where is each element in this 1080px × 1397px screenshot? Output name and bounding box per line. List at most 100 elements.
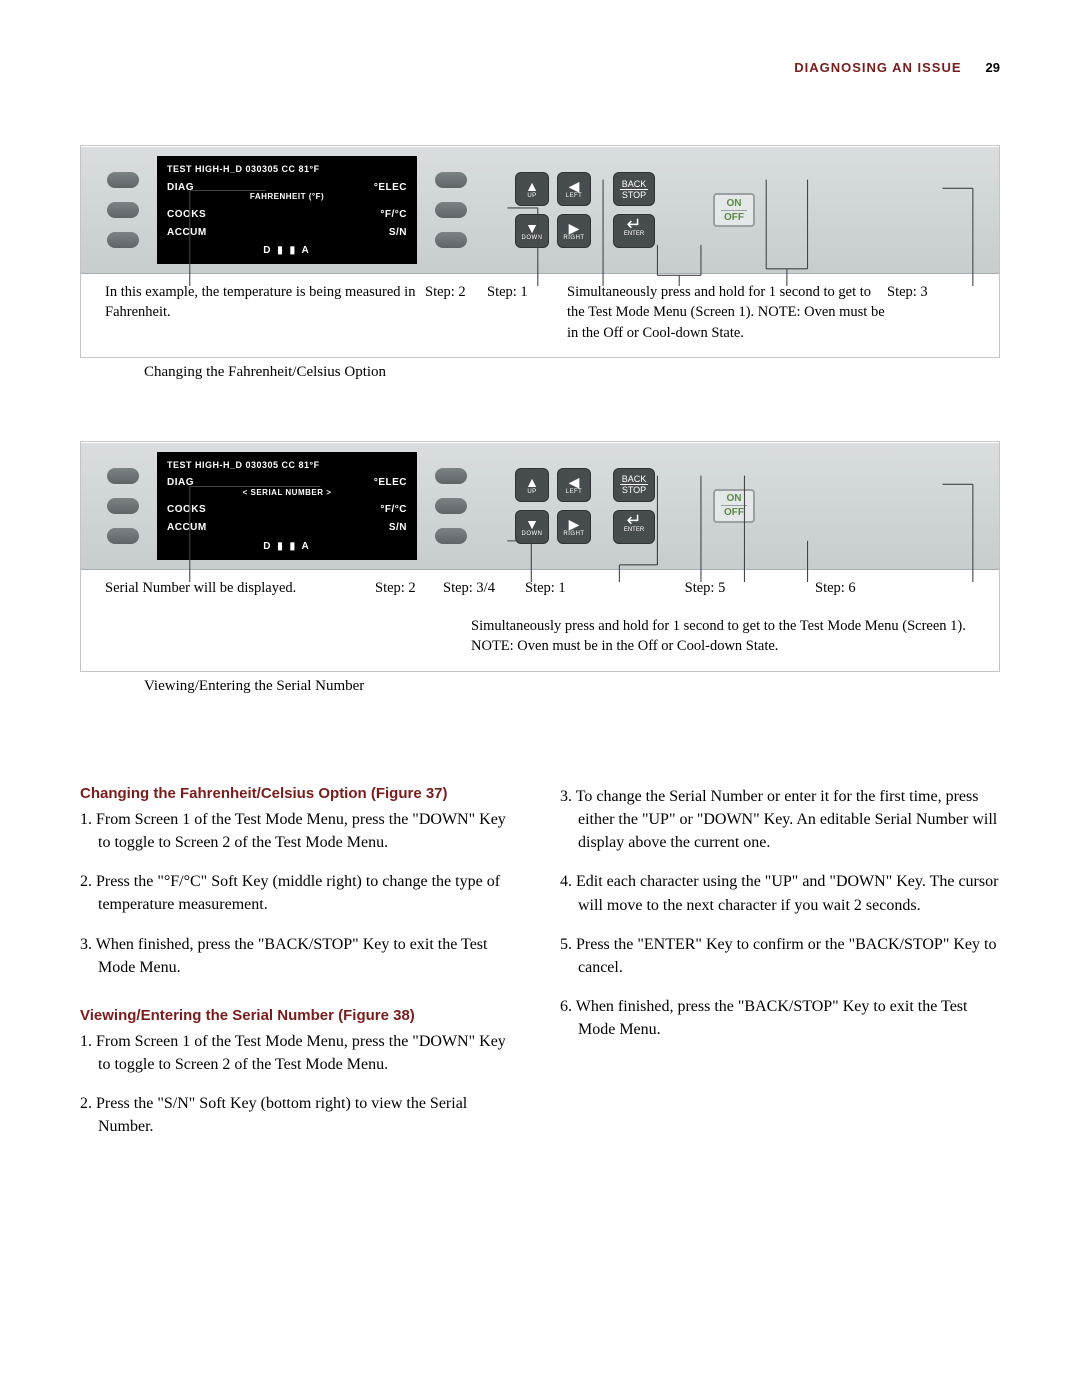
body-columns: Changing the Fahrenheit/Celsius Option (… [80, 785, 1000, 1167]
softkey[interactable] [107, 528, 139, 544]
lcd-right-0: °ELEC [374, 477, 407, 488]
right-button[interactable]: ▶RIGHT [557, 510, 591, 544]
on-off-button[interactable]: ON OFF [713, 489, 755, 523]
step-item: Press the "°F/°C" Soft Key (middle right… [80, 870, 520, 916]
section-b-title: Viewing/Entering the Serial Number (Figu… [80, 1007, 520, 1024]
callouts: Serial Number will be displayed. Step: 2… [81, 570, 999, 612]
softkey[interactable] [435, 202, 467, 218]
softkey[interactable] [107, 172, 139, 188]
enter-label: ENTER [624, 525, 644, 535]
softkey[interactable] [107, 498, 139, 514]
lcd-right-2: S/N [389, 522, 407, 533]
control-panel: TEST HIGH-H_D 030305 CC 81°F DIAG °ELEC … [81, 442, 999, 570]
lcd-right-2: S/N [389, 227, 407, 238]
figure-37-caption: Changing the Fahrenheit/Celsius Option [144, 364, 1000, 381]
step-3-label: Step: 3 [887, 282, 947, 343]
softkey[interactable] [107, 232, 139, 248]
left-button[interactable]: ◀LEFT [557, 468, 591, 502]
section-r-steps: To change the Serial Number or enter it … [560, 785, 1000, 1042]
softkey[interactable] [435, 172, 467, 188]
back-stop-button[interactable]: BACK STOP [613, 172, 655, 206]
lcd-left-1: COOKS [167, 504, 206, 515]
back-label: BACK [620, 179, 649, 190]
softkey[interactable] [107, 468, 139, 484]
step-item: From Screen 1 of the Test Mode Menu, pre… [80, 808, 520, 854]
on-off-button[interactable]: ON OFF [713, 193, 755, 227]
step-item: When finished, press the "BACK/STOP" Key… [80, 933, 520, 979]
nav-pad: ▲UP ◀LEFT ▼DOWN ▶RIGHT [515, 468, 591, 544]
up-label: UP [527, 489, 536, 495]
figure-38: TEST HIGH-H_D 030305 CC 81°F DIAG °ELEC … [80, 441, 1000, 672]
step-6-label: Step: 6 [815, 578, 875, 598]
step-1-label: Step: 1 [487, 282, 567, 343]
up-icon: ▲ [525, 475, 539, 489]
step-5-label: Step: 5 [595, 578, 815, 598]
enter-icon: ↵ [626, 219, 641, 229]
softkey[interactable] [435, 232, 467, 248]
lcd-left-2: ACCUM [167, 522, 207, 533]
stop-label: STOP [622, 485, 646, 495]
softkey[interactable] [435, 468, 467, 484]
aux-buttons: BACK STOP ↵ ENTER [613, 468, 655, 544]
step-1-label: Step: 1 [525, 578, 595, 598]
control-panel: TEST HIGH-H_D 030305 CC 81°F DIAG °ELEC … [81, 146, 999, 274]
left-label: LEFT [566, 193, 583, 199]
lcd-screen: TEST HIGH-H_D 030305 CC 81°F DIAG °ELEC … [157, 156, 417, 264]
softkey[interactable] [107, 202, 139, 218]
section-b: Viewing/Entering the Serial Number (Figu… [80, 1007, 520, 1139]
lcd-title: TEST HIGH-H_D 030305 CC 81°F [167, 164, 407, 174]
enter-button[interactable]: ↵ ENTER [613, 214, 655, 248]
section-a-title: Changing the Fahrenheit/Celsius Option (… [80, 785, 520, 802]
softkey[interactable] [435, 498, 467, 514]
right-label: RIGHT [563, 531, 584, 537]
step-item: Press the "ENTER" Key to confirm or the … [560, 933, 1000, 979]
left-softkeys [107, 468, 139, 544]
lcd-left-0: DIAG [167, 477, 194, 488]
callout-mid: Simultaneously press and hold for 1 seco… [567, 282, 887, 343]
left-column: Changing the Fahrenheit/Celsius Option (… [80, 785, 520, 1167]
lcd-right-0: °ELEC [374, 182, 407, 193]
softkey[interactable] [435, 528, 467, 544]
lcd-left-0: DIAG [167, 182, 194, 193]
step-item: From Screen 1 of the Test Mode Menu, pre… [80, 1030, 520, 1076]
up-button[interactable]: ▲UP [515, 172, 549, 206]
right-softkeys [435, 172, 467, 248]
callout-left: In this example, the temperature is bein… [105, 282, 425, 343]
left-button[interactable]: ◀LEFT [557, 172, 591, 206]
aux-buttons: BACK STOP ↵ ENTER [613, 172, 655, 248]
on-label: ON [727, 198, 742, 209]
on-label: ON [727, 493, 742, 504]
up-icon: ▲ [525, 179, 539, 193]
back-stop-button[interactable]: BACK STOP [613, 468, 655, 502]
back-label: BACK [620, 474, 649, 485]
left-icon: ◀ [569, 179, 580, 193]
lcd-subtitle: < SERIAL NUMBER > [167, 488, 407, 497]
figure-37: TEST HIGH-H_D 030305 CC 81°F DIAG °ELEC … [80, 145, 1000, 358]
off-label: OFF [724, 212, 744, 223]
up-label: UP [527, 193, 536, 199]
right-softkeys [435, 468, 467, 544]
right-button[interactable]: ▶RIGHT [557, 214, 591, 248]
page-number: 29 [986, 60, 1000, 75]
step-2-label: Step: 2 [425, 282, 487, 343]
section-a-steps: From Screen 1 of the Test Mode Menu, pre… [80, 808, 520, 979]
page-header: DIAGNOSING AN ISSUE 29 [80, 60, 1000, 75]
callout-under: Simultaneously press and hold for 1 seco… [81, 612, 999, 671]
section-label: DIAGNOSING AN ISSUE [794, 60, 961, 75]
enter-button[interactable]: ↵ ENTER [613, 510, 655, 544]
up-button[interactable]: ▲UP [515, 468, 549, 502]
step-item: When finished, press the "BACK/STOP" Key… [560, 995, 1000, 1041]
lcd-title: TEST HIGH-H_D 030305 CC 81°F [167, 460, 407, 470]
down-button[interactable]: ▼DOWN [515, 510, 549, 544]
lcd-screen: TEST HIGH-H_D 030305 CC 81°F DIAG °ELEC … [157, 452, 417, 560]
enter-label: ENTER [624, 229, 644, 239]
down-button[interactable]: ▼DOWN [515, 214, 549, 248]
lcd-left-1: COOKS [167, 209, 206, 220]
off-label: OFF [724, 507, 744, 518]
stop-label: STOP [622, 190, 646, 200]
down-label: DOWN [522, 235, 543, 241]
lcd-subtitle: FAHRENHEIT (°F) [167, 192, 407, 201]
lcd-right-1: °F/°C [380, 504, 407, 515]
lcd-left-2: ACCUM [167, 227, 207, 238]
lcd-right-1: °F/°C [380, 209, 407, 220]
